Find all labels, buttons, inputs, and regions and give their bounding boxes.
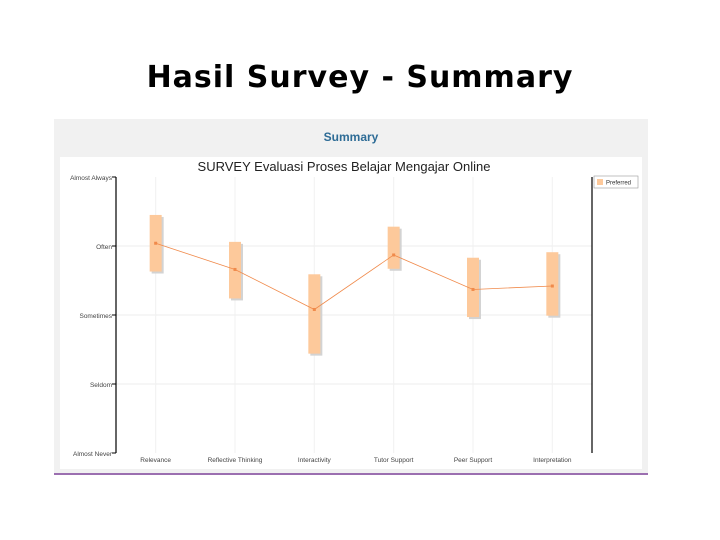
chart-area: SURVEY Evaluasi Proses Belajar Mengajar …	[60, 157, 642, 469]
x-tick-label: Interactivity	[298, 457, 332, 464]
range-box	[546, 252, 559, 316]
y-tick-label: Sometimes	[79, 313, 112, 320]
panel-heading: Summary	[323, 130, 379, 144]
data-point	[550, 284, 554, 288]
data-point	[392, 253, 396, 257]
data-point	[312, 307, 316, 311]
y-tick-label: Seldom	[90, 382, 112, 389]
y-tick-label: Often	[96, 244, 112, 251]
range-box	[467, 257, 479, 318]
x-tick-label: Interpretation	[533, 457, 572, 464]
survey-chart: SURVEY Evaluasi Proses Belajar Mengajar …	[70, 159, 639, 464]
legend-label: Preferred	[606, 181, 631, 187]
data-point	[471, 287, 475, 291]
data-point	[233, 267, 237, 271]
summary-panel: Summary SURVEY Evaluasi Proses Belajar M…	[54, 119, 648, 475]
chart-title: SURVEY Evaluasi Proses Belajar Mengajar …	[198, 159, 491, 174]
range-box	[387, 226, 400, 269]
y-tick-label: Almost Never	[73, 451, 113, 458]
series-line	[155, 242, 553, 310]
x-tick-label: Tutor Support	[374, 457, 414, 464]
x-tick-label: Relevance	[140, 457, 171, 464]
data-point	[154, 241, 158, 245]
range-box	[308, 274, 321, 354]
slide-title: Hasil Survey - Summary	[146, 60, 574, 95]
legend-swatch	[597, 179, 603, 185]
y-tick-label: Almost Always	[70, 175, 113, 182]
x-tick-label: Peer Support	[454, 457, 492, 464]
legend-box	[593, 175, 639, 189]
x-tick-label: Reflective Thinking	[208, 457, 263, 464]
